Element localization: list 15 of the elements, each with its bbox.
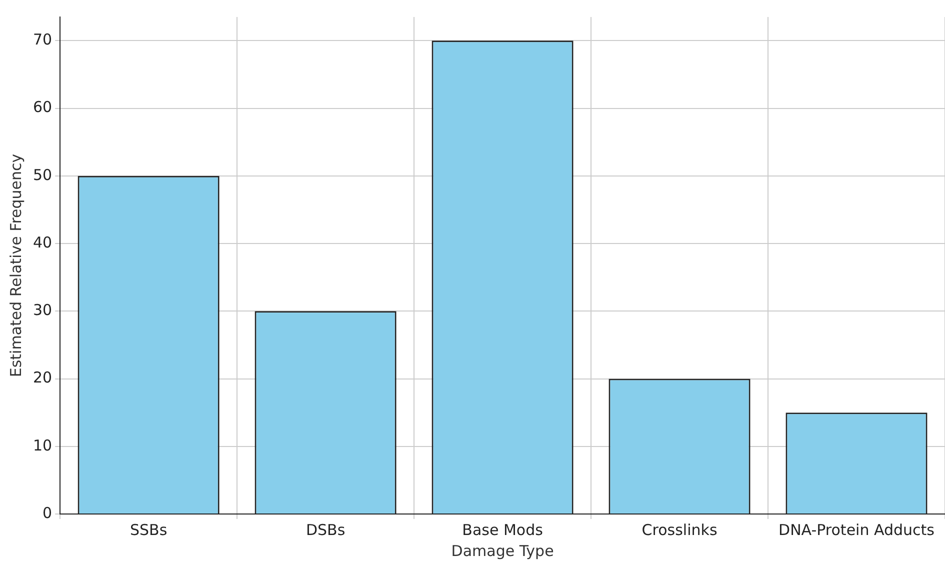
y-tick-label: 70 <box>32 30 52 49</box>
x-tick-label: Base Mods <box>462 520 544 539</box>
y-tick-label: 50 <box>32 166 52 184</box>
y-tick-label: 30 <box>32 301 52 320</box>
y-tick-label: 20 <box>32 368 52 387</box>
y-tick-label: 0 <box>42 504 52 522</box>
x-tick-label: Crosslinks <box>642 520 718 539</box>
y-tick-label: 10 <box>32 436 52 454</box>
y-tick-label: 40 <box>32 233 52 252</box>
x-tick-label: SSBs <box>130 520 168 539</box>
x-axis-title: Damage Type <box>451 542 554 560</box>
y-axis-title: Estimated Relative Frequency <box>6 154 25 378</box>
x-tick-label: DNA-Protein Adducts <box>778 520 935 539</box>
x-tick-label: DSBs <box>306 520 346 539</box>
y-tick-label: 60 <box>32 98 52 116</box>
